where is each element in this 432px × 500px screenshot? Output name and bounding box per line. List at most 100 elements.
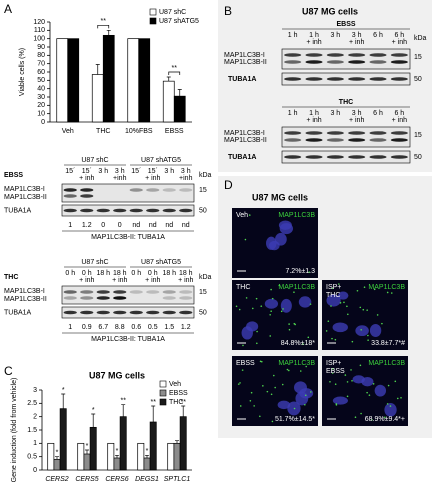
lane-label: 15´ bbox=[131, 168, 141, 175]
puncta bbox=[325, 330, 328, 332]
puncta bbox=[293, 291, 295, 293]
puncta bbox=[343, 301, 345, 304]
puncta bbox=[239, 382, 241, 384]
blot-band bbox=[326, 77, 344, 81]
blot-band bbox=[305, 60, 323, 64]
puncta bbox=[274, 386, 276, 389]
blot-band bbox=[162, 310, 176, 315]
y-tick-label: 100 bbox=[33, 36, 45, 43]
legend-label: Veh bbox=[169, 381, 181, 388]
legend-label: U87 shC bbox=[159, 9, 186, 16]
blot-band bbox=[326, 53, 344, 57]
nucleus bbox=[332, 396, 348, 405]
x-tick-label: CERS6 bbox=[105, 476, 128, 483]
y-tick-label: 0 bbox=[33, 467, 37, 474]
puncta bbox=[309, 303, 312, 305]
lane-label: 6 h bbox=[373, 32, 383, 39]
puncta bbox=[367, 334, 369, 337]
puncta bbox=[339, 302, 342, 304]
image-label: THC bbox=[326, 292, 340, 299]
bar bbox=[119, 416, 127, 471]
puncta bbox=[346, 381, 349, 383]
legend-swatch bbox=[149, 17, 157, 25]
blot-band bbox=[96, 208, 110, 213]
error-bar bbox=[95, 64, 100, 75]
lane-label: 18 h bbox=[162, 270, 176, 277]
group-label: U87 shATG5 bbox=[141, 157, 181, 164]
bar bbox=[113, 457, 121, 471]
blot-band bbox=[113, 208, 127, 213]
blot-band bbox=[146, 208, 160, 213]
lane-label: 1 h bbox=[288, 110, 298, 117]
row-label: MAP1LC3B-II bbox=[224, 59, 267, 66]
y-tick-label: 0.5 bbox=[27, 454, 37, 461]
blot-band bbox=[179, 208, 193, 213]
blot-band bbox=[284, 155, 302, 159]
puncta bbox=[271, 297, 274, 300]
puncta bbox=[259, 360, 262, 363]
quant-value: 68.9%±9.4*+ bbox=[365, 416, 405, 423]
blot-band bbox=[113, 296, 127, 300]
lane-label: 3 h bbox=[352, 32, 362, 39]
puncta bbox=[366, 309, 368, 311]
puncta bbox=[270, 288, 272, 291]
marker: 50 bbox=[199, 207, 207, 214]
lane-label: 3 h bbox=[181, 168, 191, 175]
blot-band bbox=[390, 53, 408, 57]
bar bbox=[102, 34, 115, 123]
puncta bbox=[338, 283, 340, 285]
puncta bbox=[390, 292, 393, 294]
puncta bbox=[331, 287, 334, 290]
puncta bbox=[260, 360, 263, 363]
puncta bbox=[271, 420, 274, 423]
error-bar bbox=[85, 449, 89, 454]
puncta bbox=[255, 297, 258, 300]
blot-band bbox=[162, 188, 176, 192]
puncta bbox=[278, 284, 281, 287]
quant-value: nd bbox=[132, 222, 140, 229]
blot-band bbox=[369, 77, 387, 81]
x-tick-label: 10%FBS bbox=[125, 128, 153, 135]
row-label: MAP1LC3B-II bbox=[224, 137, 267, 144]
blot-band bbox=[146, 188, 160, 192]
group-label: U87 shC bbox=[81, 259, 108, 266]
error-bar bbox=[166, 76, 171, 82]
bar bbox=[143, 457, 151, 471]
bar bbox=[149, 421, 157, 471]
nucleus bbox=[266, 236, 277, 250]
puncta bbox=[346, 395, 349, 398]
blot-band bbox=[284, 131, 302, 135]
error-bar bbox=[121, 404, 126, 417]
x-tick-label: CERS2 bbox=[45, 476, 68, 483]
bar bbox=[47, 442, 55, 471]
bar bbox=[89, 426, 97, 471]
row-label: MAP1LC3B-I bbox=[4, 186, 45, 193]
blot-band bbox=[63, 296, 77, 300]
nucleus bbox=[326, 294, 341, 307]
blot-band bbox=[179, 290, 193, 294]
bracket bbox=[168, 71, 181, 75]
blot-band bbox=[348, 131, 366, 135]
y-tick-label: 40 bbox=[37, 86, 45, 93]
blot-band bbox=[348, 60, 366, 64]
lane-label: + inh bbox=[145, 175, 160, 182]
blot-band bbox=[390, 138, 408, 142]
blot-box bbox=[61, 183, 195, 203]
blot-band bbox=[390, 155, 408, 159]
bar bbox=[53, 458, 61, 471]
blot-band bbox=[326, 131, 344, 135]
y-tick-label: 50 bbox=[37, 77, 45, 84]
blot-band bbox=[80, 296, 94, 300]
puncta bbox=[351, 340, 354, 343]
bar bbox=[56, 38, 69, 123]
stain-label: MAP1LC3B bbox=[368, 284, 405, 291]
blot-band bbox=[179, 296, 193, 300]
bar bbox=[137, 442, 145, 471]
puncta bbox=[351, 380, 353, 382]
quant-value: 0.5 bbox=[148, 324, 158, 331]
blot-band bbox=[129, 290, 143, 294]
lane-label: + inh bbox=[79, 277, 94, 284]
group-label: U87 shC bbox=[81, 157, 108, 164]
blot-band bbox=[96, 296, 110, 300]
lane-label: 3 h bbox=[164, 168, 174, 175]
